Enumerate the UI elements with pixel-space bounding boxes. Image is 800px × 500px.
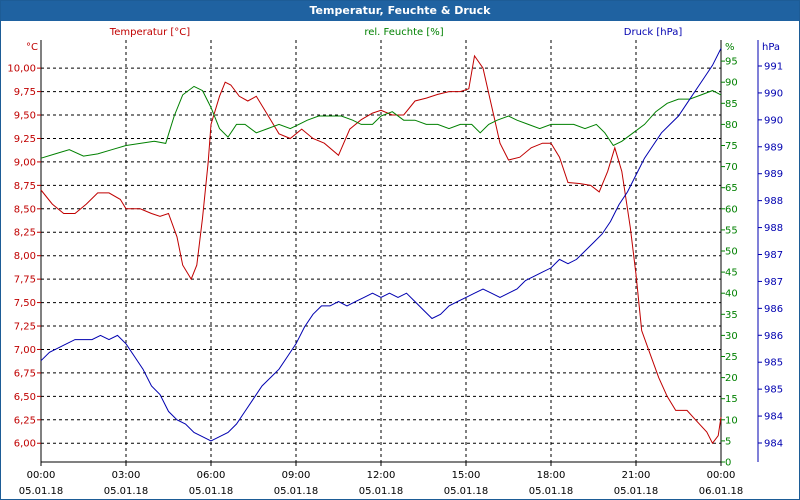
date-tick-label: 05.01.18 bbox=[614, 486, 659, 497]
legend: Temperatur [°C] rel. Feuchte [%] Druck [hP… bbox=[109, 27, 683, 38]
pressure-tick-label: 989 bbox=[764, 142, 783, 153]
temperature-tick-label: 7,75 bbox=[14, 275, 36, 286]
pressure-tick-label: 988 bbox=[764, 223, 783, 234]
temperature-tick-label: 8,75 bbox=[14, 181, 36, 192]
temperature-tick-label: 7,25 bbox=[14, 322, 36, 333]
pressure-line bbox=[40, 48, 722, 442]
humidity-tick-label: 80 bbox=[725, 120, 738, 131]
time-tick-label: 09:00 bbox=[282, 470, 311, 481]
time-tick-label: 12:00 bbox=[367, 470, 396, 481]
humidity-tick-label: 70 bbox=[725, 162, 738, 173]
pressure-tick-label: 984 bbox=[764, 412, 783, 423]
temperature-tick-label: 8,00 bbox=[14, 251, 36, 262]
temperature-axis: 6,00 6,25 6,50 6,75 7,00 7,25 7,50 7,75 8,00 8,25… bbox=[7, 42, 41, 450]
date-tick-label: 05.01.18 bbox=[104, 486, 149, 497]
temperature-line bbox=[40, 54, 722, 445]
pressure-tick-label: 988 bbox=[764, 196, 783, 207]
humidity-tick-label: 55 bbox=[725, 225, 738, 236]
temperature-tick-label: 6,25 bbox=[14, 415, 36, 426]
date-tick-label: 05.01.18 bbox=[529, 486, 574, 497]
humidity-tick-label: 10 bbox=[725, 415, 738, 426]
temperature-tick-label: 9,50 bbox=[14, 111, 36, 122]
pressure-tick-label: 990 bbox=[764, 88, 783, 99]
date-tick-label: 05.01.18 bbox=[274, 486, 319, 497]
pressure-tick-label: 989 bbox=[764, 169, 783, 180]
temperature-tick-label: 8,25 bbox=[14, 228, 36, 239]
date-tick-label: 05.01.18 bbox=[444, 486, 489, 497]
legend-entry: rel. Feuchte [%] bbox=[364, 27, 443, 38]
temperature-tick-label: 6,50 bbox=[14, 392, 36, 403]
humidity-tick-label: 95 bbox=[725, 57, 738, 68]
time-tick-label: 21:00 bbox=[622, 470, 651, 481]
humidity-tick-label: 85 bbox=[725, 99, 738, 110]
humidity-tick-label: 15 bbox=[725, 394, 738, 405]
pressure-tick-label: 990 bbox=[764, 115, 783, 126]
humidity-tick-label: 30 bbox=[725, 331, 738, 342]
humidity-tick-label: 45 bbox=[725, 268, 738, 279]
time-tick-label: 15:00 bbox=[452, 470, 481, 481]
humidity-tick-label: 25 bbox=[725, 352, 738, 363]
window-title: Temperatur, Feuchte & Druck bbox=[1, 1, 799, 21]
humidity-tick-label: 75 bbox=[725, 141, 738, 152]
humidity-tick-label: 50 bbox=[725, 247, 738, 258]
humidity-tick-label: 90 bbox=[725, 78, 738, 89]
temperature-tick-label: 6,00 bbox=[14, 439, 36, 450]
date-tick-label: 05.01.18 bbox=[19, 486, 64, 497]
pressure-tick-label: 987 bbox=[764, 250, 783, 261]
pressure-tick-label: 991 bbox=[764, 62, 783, 73]
humidity-tick-label: 20 bbox=[725, 373, 738, 384]
humidity-tick-label: 5 bbox=[725, 436, 731, 447]
pressure-axis: hPa 984 984 985 985 986 986 987 987 988 988 989 989 9… bbox=[757, 40, 783, 462]
chart-grid bbox=[41, 40, 721, 462]
time-tick-label: 03:00 bbox=[112, 470, 141, 481]
temperature-tick-label: 9,00 bbox=[14, 157, 36, 168]
pressure-tick-label: 985 bbox=[764, 385, 783, 396]
temperature-tick-label: 9,25 bbox=[14, 134, 36, 145]
humidity-axis: % 0 5 10 15 20 25 30 35 40 45 50 55 60 65 70 75 80 85 90 95 bbox=[721, 42, 738, 469]
time-axis: 00:00 05.01.18 03:00 05.01.18 06:00 05.01.18 0… bbox=[19, 462, 744, 497]
pressure-tick-label: 986 bbox=[764, 331, 783, 342]
humidity-tick-label: 65 bbox=[725, 183, 738, 194]
legend-entry: Temperatur [°C] bbox=[109, 27, 190, 38]
pressure-tick-label: 985 bbox=[764, 358, 783, 369]
temperature-tick-label: 10,00 bbox=[7, 64, 36, 75]
pressure-tick-label: 986 bbox=[764, 304, 783, 315]
date-tick-label: 06.01.18 bbox=[699, 486, 744, 497]
temperature-tick-label: 7,00 bbox=[14, 345, 36, 356]
humidity-tick-label: 35 bbox=[725, 310, 738, 321]
date-tick-label: 05.01.18 bbox=[359, 486, 404, 497]
pressure-tick-label: 984 bbox=[764, 439, 783, 450]
time-tick-label: 00:00 bbox=[27, 470, 56, 481]
time-tick-label: 00:00 bbox=[707, 470, 736, 481]
time-tick-label: 06:00 bbox=[197, 470, 226, 481]
temperature-unit: °C bbox=[26, 42, 38, 53]
time-tick-label: 18:00 bbox=[537, 470, 566, 481]
humidity-tick-label: 60 bbox=[725, 204, 738, 215]
temperature-tick-label: 7,50 bbox=[14, 298, 36, 309]
temperature-tick-label: 9,75 bbox=[14, 87, 36, 98]
date-tick-label: 05.01.18 bbox=[189, 486, 234, 497]
pressure-unit: hPa bbox=[762, 42, 780, 53]
humidity-unit: % bbox=[725, 42, 735, 53]
humidity-tick-label: 0 bbox=[725, 458, 731, 469]
humidity-tick-label: 40 bbox=[725, 289, 738, 300]
data-series bbox=[40, 48, 722, 445]
pressure-tick-label: 987 bbox=[764, 277, 783, 288]
legend-entry: Druck [hPa] bbox=[624, 27, 683, 38]
temperature-tick-label: 6,75 bbox=[14, 368, 36, 379]
temperature-tick-label: 8,50 bbox=[14, 204, 36, 215]
humidity-line bbox=[40, 85, 722, 159]
